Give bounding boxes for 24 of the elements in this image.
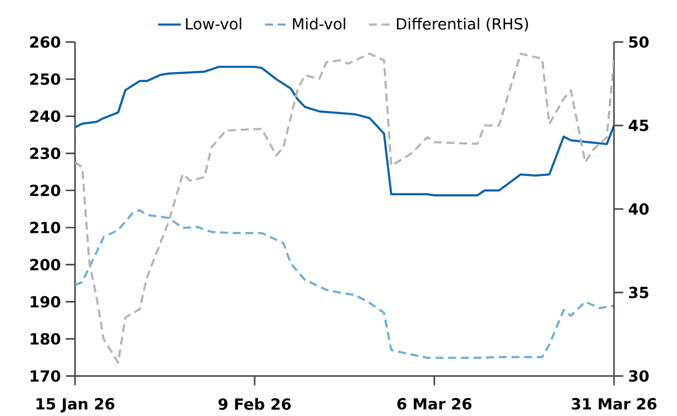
y-tick-label: 190: [30, 296, 60, 308]
legend-label: Mid-vol: [293, 18, 346, 30]
y-tick-label: 260: [30, 36, 60, 48]
x-tick-label: 6 Mar 26: [397, 398, 472, 410]
y2-tick-label: 35: [629, 286, 648, 298]
y2-tick-label: 40: [628, 203, 649, 215]
y-tick-label: 210: [30, 222, 60, 234]
y2-tick-label: 45: [628, 120, 648, 132]
y2-tick-label: 50: [629, 36, 649, 48]
y-tick-label: 220: [30, 184, 60, 196]
y-tick-label: 180: [30, 333, 60, 345]
line-series: [75, 52, 614, 364]
y-tick-label: 250: [30, 73, 60, 85]
y2-tick-label: 30: [629, 370, 649, 382]
x-tick-label: 15 Jan 26: [36, 398, 114, 412]
y-tick-label: 170: [30, 370, 60, 382]
y-tick-label: 200: [30, 258, 60, 270]
legend-label: Differential (RHS): [396, 18, 528, 32]
y-tick-label: 240: [30, 110, 60, 122]
x-tick-label: 31 Mar 26: [572, 398, 656, 410]
y-tick-label: 230: [30, 148, 60, 160]
line-series: [75, 209, 614, 359]
x-tick-label: 9 Feb 26: [218, 398, 291, 410]
legend-label: Low-vol: [186, 18, 242, 30]
